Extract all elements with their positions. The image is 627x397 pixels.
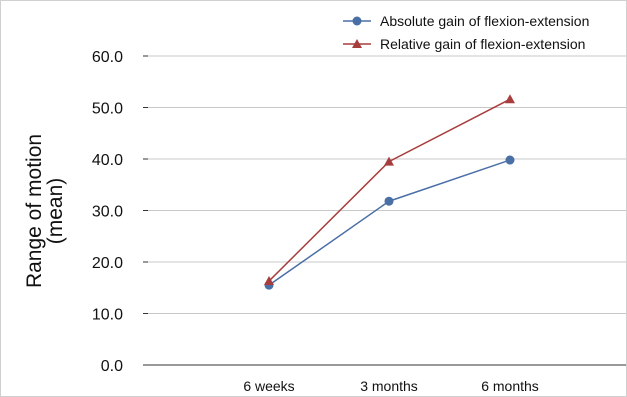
series-0-point-1 — [384, 196, 394, 206]
legend-label-0: Absolute gain of flexion-extension — [380, 13, 589, 29]
x-tick-label-1: 3 months — [360, 378, 418, 394]
legend-label-1: Relative gain of flexion-extension — [380, 36, 585, 52]
series-group — [264, 94, 515, 290]
legend: Absolute gain of flexion-extension Relati… — [343, 13, 589, 52]
series-1-point-2 — [505, 94, 515, 104]
legend-marker-0 — [352, 16, 362, 26]
series-1-point-0 — [264, 276, 274, 286]
y-tick-label-6: 60.0 — [92, 49, 123, 66]
gridlines — [148, 55, 626, 314]
y-axis-label-line-1: Range of motion — [23, 134, 46, 288]
y-tick-label-5: 50.0 — [92, 101, 123, 118]
x-tick-label-0: 6 weeks — [243, 378, 294, 394]
series-line-1 — [268, 98, 511, 282]
y-axis-label: Range of motion (mean) — [23, 134, 67, 288]
y-tick-label-3: 30.0 — [92, 204, 123, 221]
series-1-point-1 — [384, 156, 394, 166]
y-tick-labels: 0.0 10.0 20.0 30.0 40.0 50.0 60.0 — [92, 49, 123, 375]
y-tick-label-4: 40.0 — [92, 152, 123, 169]
legend-marker-1 — [352, 39, 362, 48]
x-tick-label-2: 6 months — [481, 378, 539, 394]
y-tick-label-2: 20.0 — [92, 255, 123, 272]
y-tick-label-1: 10.0 — [92, 307, 123, 324]
series-line-0 — [268, 159, 511, 286]
axes — [143, 55, 626, 366]
y-axis-label-line-2: (mean) — [44, 178, 67, 245]
series-0-point-2 — [505, 155, 515, 165]
x-tick-labels: 6 weeks 3 months 6 months — [243, 378, 538, 394]
y-tick-label-0: 0.0 — [101, 358, 123, 375]
